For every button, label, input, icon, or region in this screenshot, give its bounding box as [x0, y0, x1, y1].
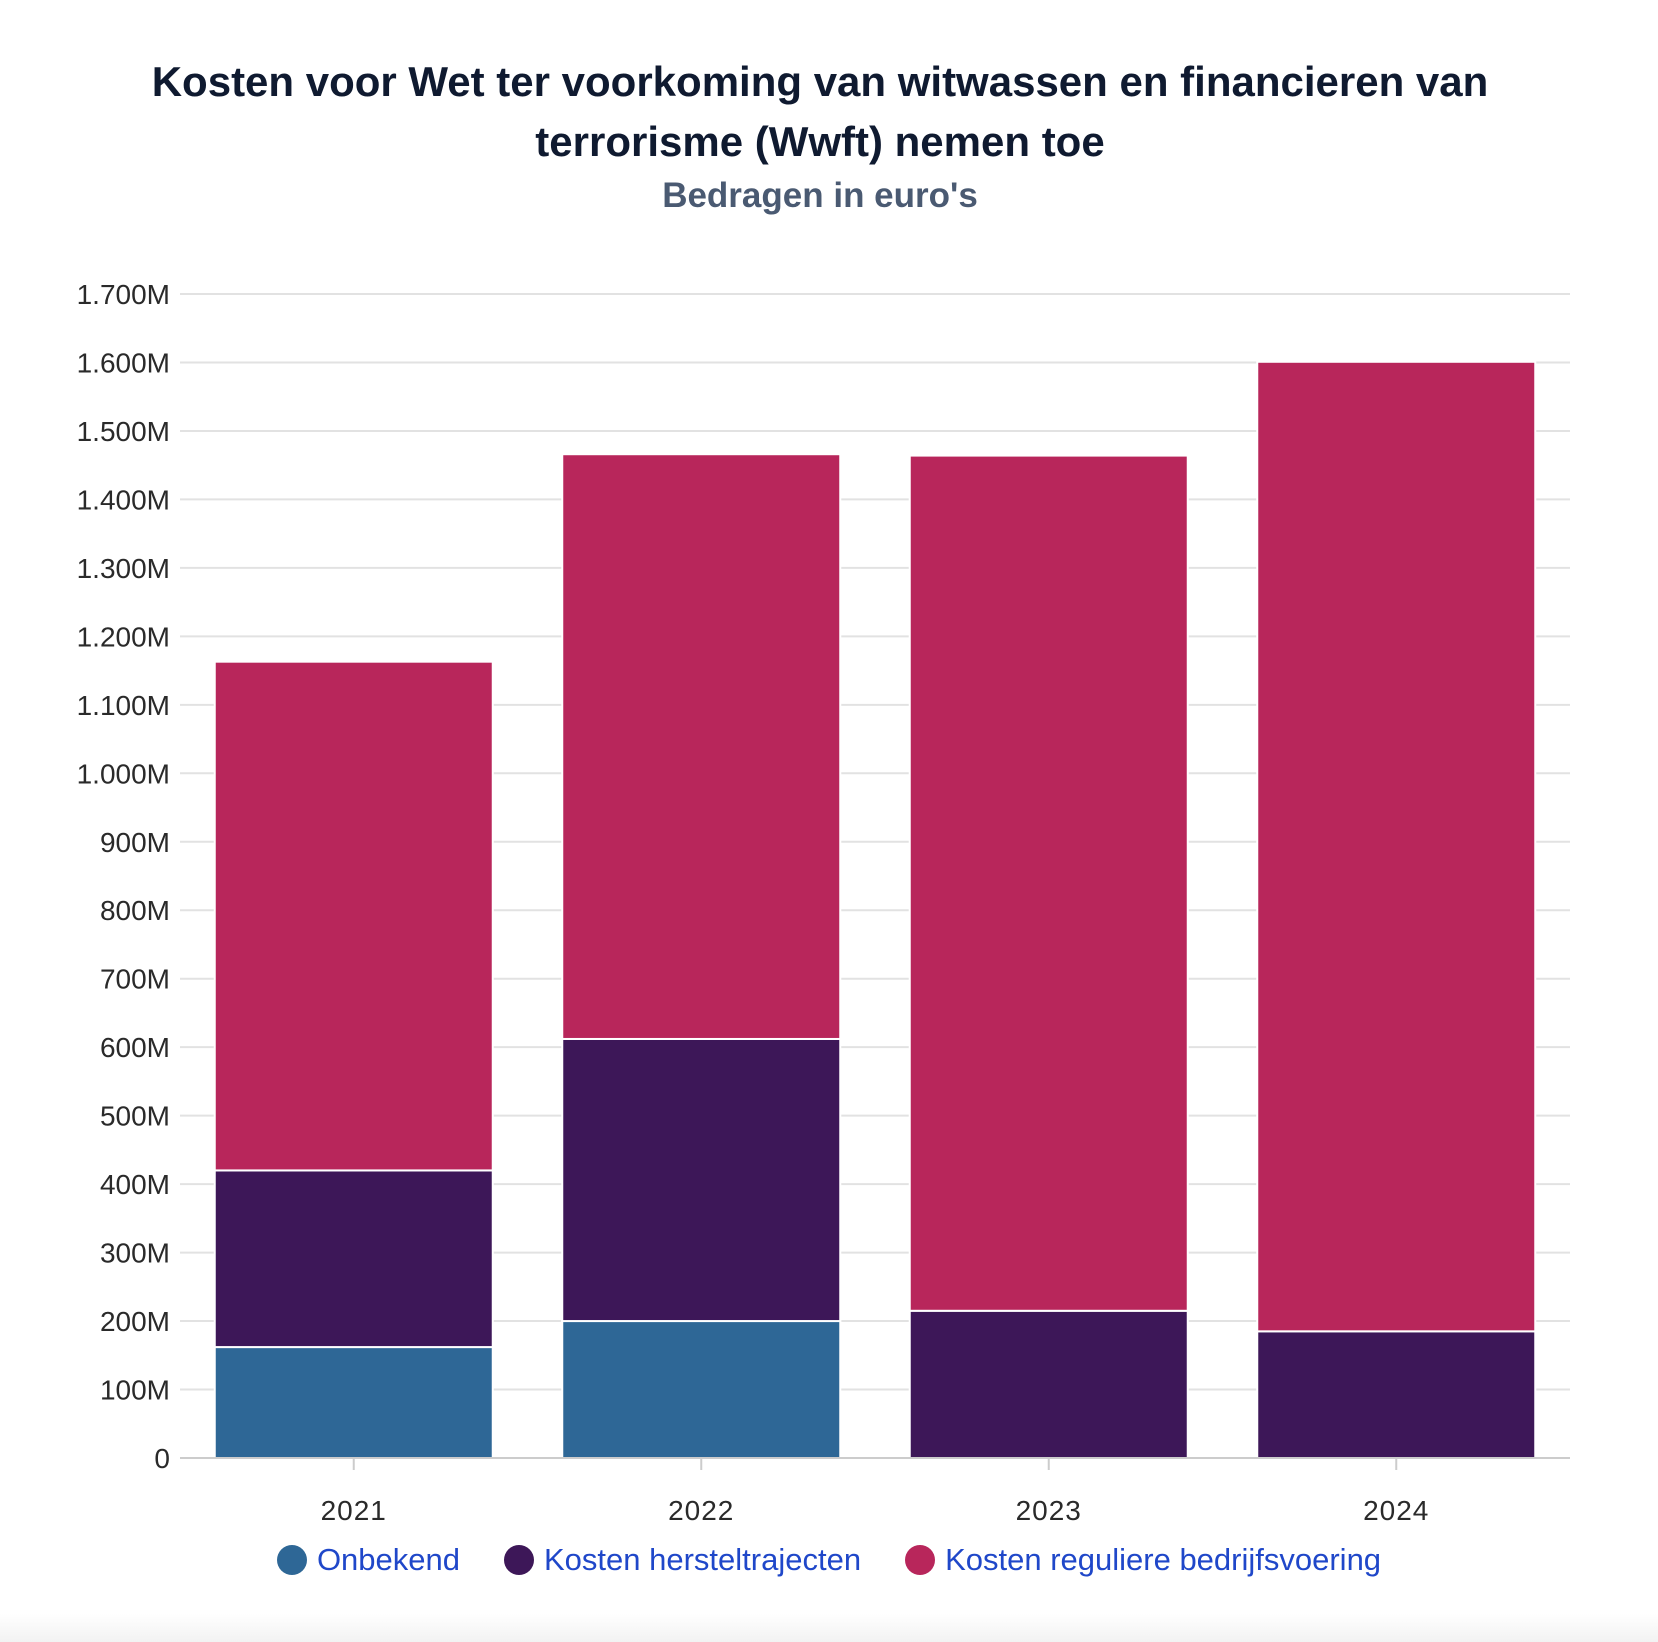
bar-2022-series-1[interactable]	[561, 1037, 842, 1323]
y-tick-label: 1.300M	[77, 553, 170, 584]
legend-marker-icon	[905, 1545, 936, 1575]
bar-2022-series-0[interactable]	[561, 1320, 842, 1460]
x-tick-label-2021: 2021	[321, 1495, 387, 1526]
y-tick-label: 700M	[100, 964, 170, 995]
y-tick-label: 500M	[100, 1101, 170, 1132]
bar-2022-series-2[interactable]	[561, 453, 842, 1040]
y-tick-label: 900M	[100, 827, 170, 858]
y-tick-label: 1.400M	[77, 484, 170, 515]
y-tick-label: 1.100M	[77, 690, 170, 721]
y-axis-ticks: 0 100M 200M 300M 400M 500M 600M 700M 800M 900M 1.0…	[77, 279, 170, 1474]
legend-label: Onbekend	[316, 1542, 460, 1577]
chart-subtitle: Bedragen in euro's	[662, 176, 978, 215]
legend-marker-icon	[504, 1545, 534, 1575]
x-tick-label-2023: 2023	[1016, 1495, 1082, 1526]
x-tick-label-2022: 2022	[668, 1495, 734, 1526]
bottom-edge	[0, 1614, 1658, 1642]
y-tick-label: 400M	[100, 1169, 170, 1200]
chart-title: Kosten voor Wet ter voorkoming van witwa…	[40, 52, 1600, 172]
y-tick-label: 0	[154, 1443, 170, 1474]
legend-item-2[interactable]: Kosten reguliere bedrijfsvoering	[905, 1542, 1381, 1578]
y-tick-label: 1.200M	[77, 621, 170, 652]
legend-item-0[interactable]: Onbekend	[276, 1542, 460, 1578]
stacked-bar-chart: 0 100M 200M 300M 400M 500M 600M 700M 800M 900M 1.0…	[77, 279, 1570, 1526]
bar-2021-series-1[interactable]	[213, 1169, 494, 1349]
legend-label: Kosten reguliere bedrijfsvoering	[945, 1542, 1382, 1577]
legend-item-1[interactable]: Kosten hersteltrajecten	[504, 1542, 861, 1578]
x-tick-label-2024: 2024	[1363, 1495, 1429, 1526]
bars	[213, 360, 1537, 1460]
legend-marker-icon	[276, 1545, 307, 1575]
y-tick-label: 600M	[100, 1032, 170, 1063]
y-tick-label: 100M	[100, 1375, 170, 1406]
x-axis-ticks: 2021 2022 2023 2024	[180, 1457, 1570, 1526]
bar-2021-series-2[interactable]	[213, 660, 494, 1172]
y-tick-label: 800M	[100, 895, 170, 926]
y-tick-label: 1.000M	[77, 758, 170, 789]
y-tick-label: 200M	[100, 1306, 170, 1337]
bar-2021-series-0[interactable]	[213, 1346, 494, 1459]
y-tick-label: 300M	[100, 1238, 170, 1269]
y-tick-label: 1.700M	[77, 279, 170, 310]
legend-label: Kosten hersteltrajecten	[544, 1542, 862, 1577]
y-tick-label: 1.600M	[77, 347, 170, 378]
legend: Onbekend Kosten hersteltrajecten Kosten re…	[0, 1542, 1658, 1578]
chart-title-line-2: terrorisme (Wwft) nemen toe	[535, 118, 1105, 165]
chart-title-line-1: Kosten voor Wet ter voorkoming van witwa…	[151, 58, 1489, 105]
y-tick-label: 1.500M	[77, 416, 170, 447]
bar-2024-series-2[interactable]	[1256, 360, 1537, 1333]
bar-2023-series-2[interactable]	[908, 454, 1189, 1312]
bar-2023-series-1[interactable]	[908, 1309, 1189, 1459]
bar-2024-series-1[interactable]	[1256, 1330, 1537, 1460]
